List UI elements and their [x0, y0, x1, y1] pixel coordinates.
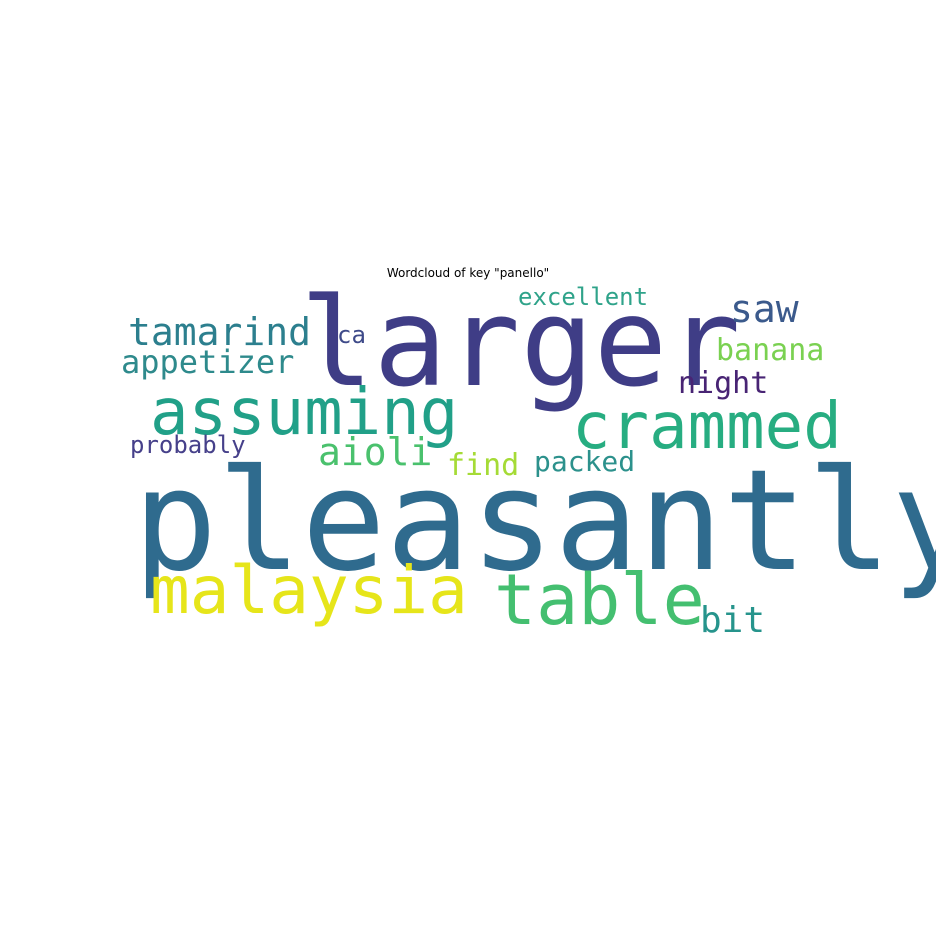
word-assuming: assuming — [150, 376, 459, 450]
word-larger: larger — [300, 272, 741, 414]
word-bit: bit — [700, 600, 766, 641]
word-crammed: crammed — [572, 390, 842, 464]
word-night: night — [678, 366, 769, 401]
word-appetizer: appetizer — [121, 343, 295, 381]
figure-title: Wordcloud of key "panello" — [386, 266, 550, 280]
word-table: table — [494, 559, 705, 641]
word-banana: banana — [716, 333, 825, 368]
word-tamarind: tamarind — [128, 310, 312, 354]
word-aioli: aioli — [318, 430, 433, 474]
word-saw: saw — [730, 287, 799, 331]
word-pleasantly: pleasantly — [133, 440, 936, 603]
word-packed: packed — [534, 445, 636, 478]
word-malaysia: malaysia — [150, 552, 468, 629]
word-excellent: excellent — [518, 283, 649, 311]
word-ca: ca — [337, 321, 366, 349]
word-find: find — [447, 448, 520, 483]
word-probably: probably — [130, 431, 246, 459]
